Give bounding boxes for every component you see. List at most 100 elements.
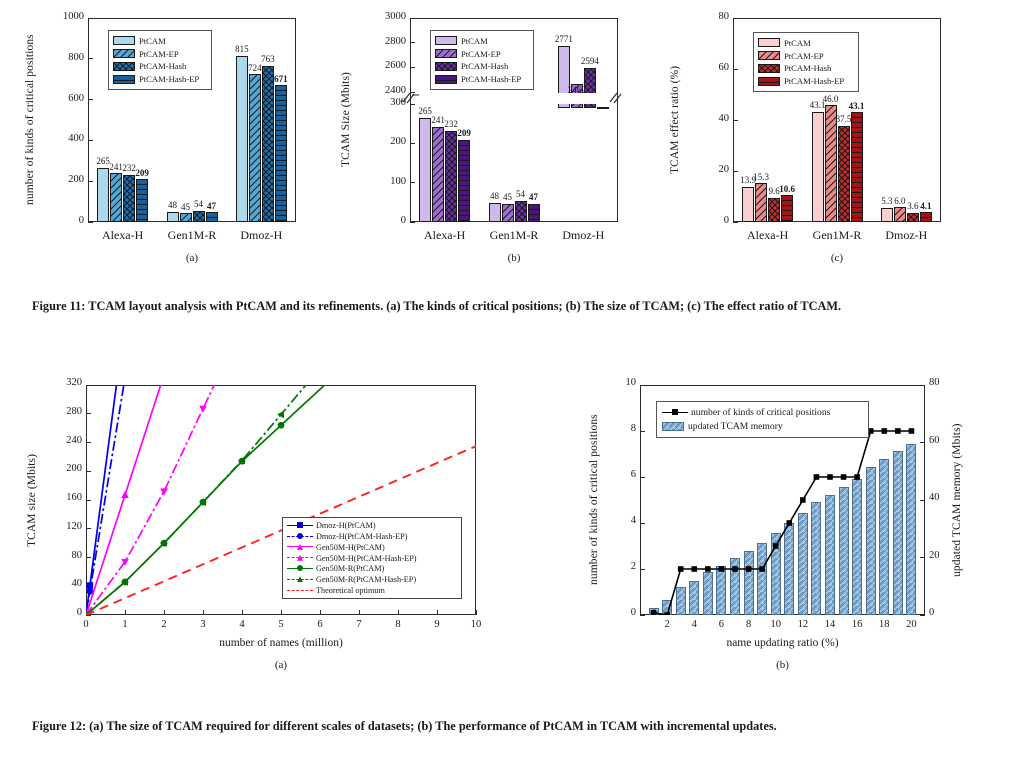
y-tick-label-right: 0 — [929, 607, 935, 618]
bar-value-label: 13.9 — [740, 174, 757, 185]
bar — [729, 558, 740, 615]
x-tick-mark — [358, 610, 360, 615]
y-tick-label: 200 — [66, 463, 82, 475]
y-tick-label-right: 60 — [929, 434, 940, 446]
y-tick-label: 200 — [68, 174, 84, 186]
x-tick-label: 6 — [317, 619, 323, 630]
x-tick-mark — [280, 610, 282, 615]
bar — [768, 197, 781, 222]
legend-line-sample — [287, 575, 313, 585]
figure-12-caption: Figure 12: (a) The size of TCAM required… — [32, 719, 777, 733]
y-tick-label-left: 2 — [630, 561, 636, 572]
bar — [166, 212, 179, 222]
bar-value-label: 763 — [261, 54, 275, 65]
legend-label: PtCAM-Hash-EP — [461, 74, 522, 84]
bar — [689, 580, 700, 615]
x-group-label: Dmoz-H — [240, 228, 283, 242]
legend-row: Dmoz-H(PtCAM-Hash-EP) — [287, 532, 457, 542]
bar-value-label: 5.3 — [881, 196, 893, 207]
legend-swatch — [758, 63, 780, 73]
bar — [557, 46, 570, 108]
legend-row: PtCAM-Hash — [113, 61, 207, 73]
bar — [838, 487, 849, 615]
bar — [811, 112, 824, 222]
y-tick-mark — [86, 384, 91, 386]
bar-value-label: 724 — [248, 63, 262, 74]
bar — [742, 186, 755, 222]
legend-swatch — [435, 36, 457, 46]
x-tick-mark — [397, 610, 399, 615]
bar-value-label: 54 — [516, 188, 525, 199]
bar — [716, 565, 727, 615]
axis-break-band — [411, 93, 617, 104]
bar-value-label: 15.3 — [753, 171, 770, 182]
legend-label: PtCAM — [784, 37, 811, 48]
bar-value-label: 43.1 — [848, 101, 865, 112]
legend-row: PtCAM-EP — [113, 48, 207, 60]
bar-value-label: 232 — [444, 118, 458, 129]
y-tick-mark — [88, 17, 93, 19]
x-tick-mark — [319, 610, 321, 615]
x-axis-label: number of names (million) — [219, 637, 343, 649]
bar — [179, 212, 192, 222]
y-tick-label-right: 80 — [929, 377, 940, 388]
y-tick-mark — [86, 470, 91, 472]
legend-row: PtCAM — [435, 35, 529, 47]
legend-row: PtCAM-Hash-EP — [435, 73, 529, 85]
legend-row: Gen50M-R(PtCAM-Hash-EP) — [287, 575, 457, 585]
y-tick-label-right: 20 — [929, 549, 940, 561]
bar-value-label: 232 — [122, 162, 136, 173]
legend-line-sample — [287, 564, 313, 574]
bar-value-label: 2594 — [580, 56, 599, 67]
y-tick-mark — [410, 142, 415, 144]
legend-swatch — [113, 36, 135, 46]
bar-value-label: 265 — [418, 105, 432, 116]
line-series-layer — [86, 385, 476, 615]
y-tick-label: 1000 — [63, 11, 84, 22]
legend-row: updated TCAM memory — [662, 420, 863, 433]
bar-value-label: 43.1 — [809, 100, 826, 111]
legend-label: Theoretical optimum — [316, 586, 385, 596]
bar — [110, 172, 123, 222]
bar-value-label: 241 — [109, 161, 123, 172]
bar — [743, 550, 754, 615]
legend-label: updated TCAM memory — [688, 421, 783, 432]
y-tick-label: 600 — [68, 92, 84, 104]
bar — [919, 211, 932, 222]
y-tick-mark — [410, 17, 415, 19]
bar — [893, 206, 906, 222]
y-tick-mark — [86, 413, 91, 415]
y-tick-mark — [410, 66, 415, 68]
bar — [97, 167, 110, 222]
x-tick-label: 18 — [879, 619, 890, 630]
y-tick-mark-right — [920, 557, 925, 558]
y-tick-label: 800 — [68, 51, 84, 63]
y-tick-label-left: 10 — [625, 377, 637, 388]
legend-row: PtCAM-EP — [758, 50, 854, 62]
y-tick-label: 80 — [71, 549, 83, 561]
bar — [702, 572, 713, 615]
y-tick-label: 40 — [718, 113, 730, 124]
bar-value-label: 47 — [529, 191, 538, 202]
x-tick-label: 10 — [470, 619, 482, 630]
y-tick-mark-right — [920, 499, 925, 501]
x-tick-label: 10 — [770, 619, 781, 630]
x-group-label: Alexa-H — [101, 228, 144, 242]
legend-swatch — [435, 74, 457, 84]
x-tick-label: 6 — [718, 619, 725, 630]
y-tick-mark — [733, 221, 738, 223]
legend-row: Gen50M-R(PtCAM) — [287, 564, 457, 574]
bar-value-label: 671 — [274, 74, 288, 85]
y-axis-label: TCAM size (Mbits) — [26, 453, 38, 547]
legend-swatch — [662, 422, 684, 431]
subfigure-caption: (a) — [185, 252, 199, 264]
legend-swatch — [758, 76, 780, 86]
y-tick-mark — [410, 103, 415, 105]
bar — [865, 466, 876, 615]
x-tick-label: 0 — [83, 619, 89, 630]
y-tick-label: 0 — [76, 607, 82, 618]
x-tick-label: 8 — [395, 619, 401, 630]
legend-label: PtCAM-EP — [139, 48, 179, 59]
y-tick-mark — [733, 68, 738, 70]
legend-row: number of kinds of critical positions — [662, 406, 863, 419]
